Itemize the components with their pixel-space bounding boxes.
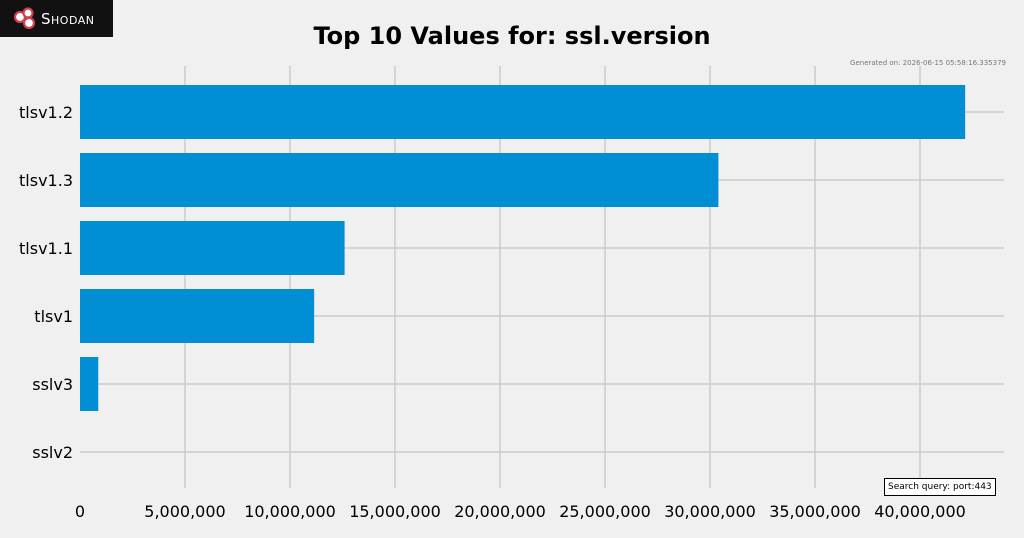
x-tick-label: 25,000,000 [559,502,651,521]
y-tick-label: sslv3 [32,375,73,394]
bar-tlsv1-2 [80,85,966,139]
shodan-logo: Shodan [0,0,113,37]
bar-tlsv1-1 [80,221,345,275]
y-tick-label: sslv2 [32,443,73,462]
x-tick-label: 5,000,000 [144,502,225,521]
shodan-logo-icon [13,6,36,29]
x-tick-label: 20,000,000 [454,502,546,521]
x-tick-label: 35,000,000 [769,502,861,521]
search-query-box: Search query: port:443 [884,478,996,496]
x-tick-label: 40,000,000 [874,502,966,521]
bar-sslv3 [80,357,99,411]
x-tick-label: 10,000,000 [244,502,336,521]
x-tick-label: 15,000,000 [349,502,441,521]
x-tick-label: 30,000,000 [664,502,756,521]
logo-text: Shodan [41,9,95,28]
chart-title: Top 10 Values for: ssl.version [313,22,711,50]
bar-tlsv1-3 [80,153,719,207]
y-tick-label: tlsv1.3 [19,171,73,190]
generated-timestamp: Generated on: 2026-06-15 05:58:16.335379 [850,59,1006,67]
y-tick-label: tlsv1 [34,307,73,326]
y-tick-label: tlsv1.2 [19,103,73,122]
x-tick-label: 0 [75,502,85,521]
bar-tlsv1 [80,289,315,343]
y-tick-label: tlsv1.1 [19,239,73,258]
